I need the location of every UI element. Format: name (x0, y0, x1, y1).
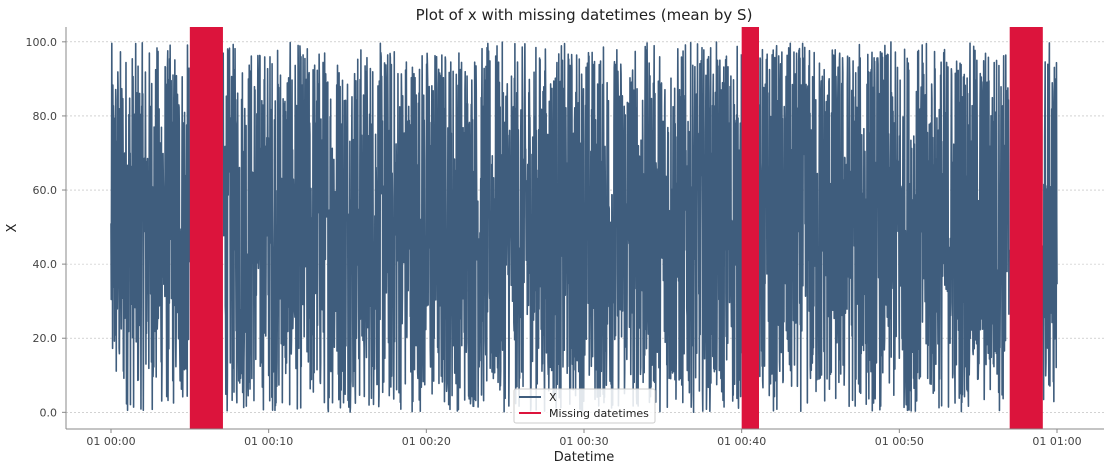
series-line-x (110, 41, 1058, 414)
legend: X Missing datetimes (513, 388, 656, 424)
x-axis-title: Datetime (554, 450, 614, 465)
y-tick-label: 40.0 (33, 258, 58, 271)
axes (65, 27, 1104, 430)
x-tick-label: 01 00:10 (244, 435, 293, 448)
missing-datetime-band (1009, 27, 1043, 429)
y-tick-label: 80.0 (33, 110, 58, 123)
missing-datetimes-bands (189, 27, 1043, 429)
y-axis-title: X (5, 223, 20, 232)
legend-label-missing-datetimes: Missing datetimes (549, 407, 649, 420)
x-tick-label: 01 01:00 (1032, 435, 1081, 448)
y-axis-ticks: 0.0 20.0 40.0 60.0 80.0 100.0 (26, 36, 66, 419)
x-tick-label: 01 00:50 (875, 435, 924, 448)
x-tick-label: 01 00:30 (559, 435, 608, 448)
y-tick-label: 20.0 (33, 332, 58, 345)
legend-box (513, 388, 656, 424)
legend-label-x: X (549, 391, 557, 404)
missing-datetime-band (189, 27, 223, 429)
series-x (110, 41, 1058, 414)
y-tick-label: 100.0 (26, 36, 58, 49)
x-tick-label: 01 00:40 (717, 435, 766, 448)
y-tick-label: 60.0 (33, 184, 58, 197)
x-tick-label: 01 00:20 (402, 435, 451, 448)
x-axis-ticks: 01 00:00 01 00:10 01 00:20 01 00:30 01 00:40… (86, 429, 1082, 448)
y-tick-label: 0.0 (40, 406, 58, 419)
x-tick-label: 01 00:00 (86, 435, 135, 448)
chart-title: Plot of x with missing datetimes (mean b… (416, 6, 753, 24)
missing-datetime-band (741, 27, 760, 429)
